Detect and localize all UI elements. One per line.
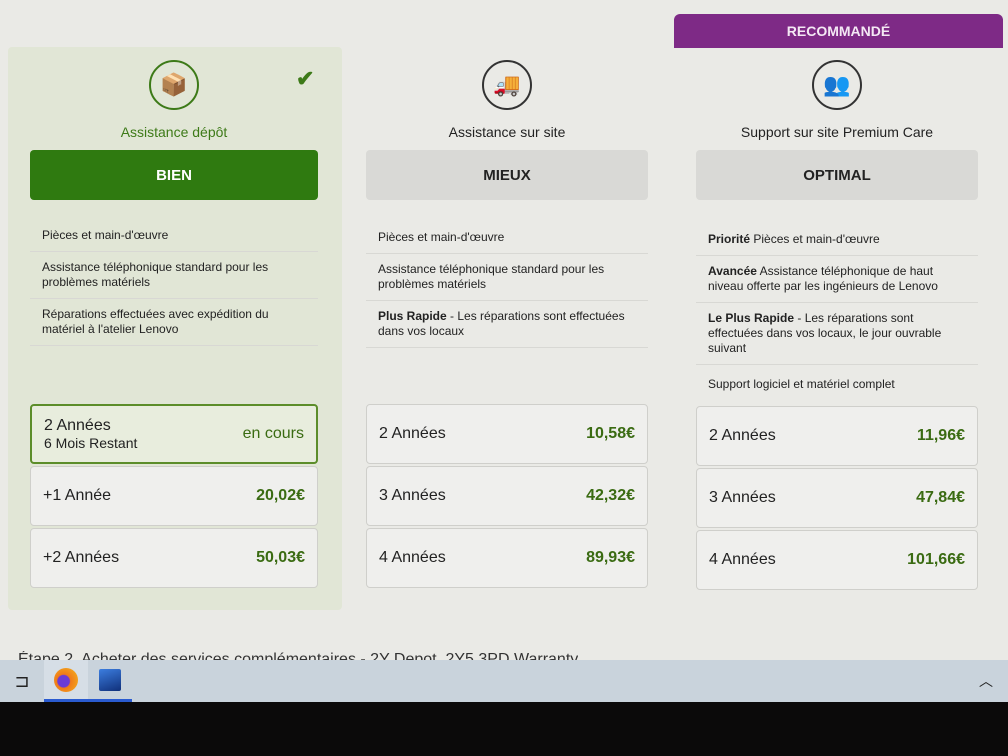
screen-bezel	[0, 702, 1008, 756]
price-value: en cours	[242, 425, 304, 442]
plan-column: 👥 Support sur site Premium Care OPTIMAL	[696, 60, 978, 200]
price-option[interactable]: 3 Années 42,32€	[366, 466, 648, 526]
price-value: 42,32€	[586, 487, 635, 504]
price-value: 89,93€	[586, 549, 635, 566]
price-value: 11,96€	[916, 427, 965, 444]
feature-item: Pièces et main-d'œuvre	[30, 220, 318, 252]
feature-item: Priorité Pièces et main-d'œuvre	[696, 224, 978, 256]
plan-title: Assistance dépôt	[120, 124, 228, 140]
plan-column: 📦 Assistance dépôt BIEN	[30, 60, 318, 200]
price-options: 2 Années 11,96€ 3 Années 47,84€ 4 Années…	[696, 406, 978, 592]
feature-text: Pièces et main-d'œuvre	[42, 228, 169, 242]
price-options: 2 Années 10,58€ 3 Années 42,32€ 4 Années…	[366, 404, 648, 590]
package-check-icon: 📦	[149, 60, 199, 110]
price-value: 10,58€	[586, 425, 635, 442]
price-option[interactable]: 3 Années 47,84€	[696, 468, 978, 528]
feature-item: Plus Rapide - Les réparations sont effec…	[366, 301, 648, 348]
duration-label: 3 Années	[709, 489, 776, 506]
feature-item: Support logiciel et matériel complet	[696, 365, 978, 400]
duration-label: 4 Années	[379, 549, 446, 566]
feature-item: Le Plus Rapide - Les réparations sont ef…	[696, 303, 978, 365]
feature-list: Priorité Pièces et main-d'œuvre Avancée A…	[696, 224, 978, 400]
feature-text: Assistance téléphonique de haut niveau o…	[708, 264, 938, 293]
price-option[interactable]: 2 Années 11,96€	[696, 406, 978, 466]
feature-text: Assistance téléphonique standard pour le…	[42, 260, 269, 289]
feature-emphasis: Plus Rapide	[378, 309, 447, 323]
price-value: 50,03€	[256, 549, 305, 566]
plan-title: Assistance sur site	[448, 124, 566, 140]
duration-label: 2 Années	[44, 417, 111, 434]
recommended-banner: RECOMMANDÉ	[674, 14, 1003, 48]
selected-check-icon: ✔	[296, 66, 315, 91]
price-option[interactable]: 2 Années 6 Mois Restant en cours	[30, 404, 318, 464]
duration-label: 2 Années	[379, 425, 446, 442]
support-people-icon: 👥	[812, 60, 862, 110]
feature-list: Pièces et main-d'œuvre Assistance télépho…	[366, 222, 648, 348]
feature-item: Assistance téléphonique standard pour le…	[366, 254, 648, 301]
feature-text: Support logiciel et matériel complet	[708, 377, 895, 391]
plan-column: 🚚 Assistance sur site MIEUX	[366, 60, 648, 200]
feature-emphasis: Avancée	[708, 264, 757, 278]
feature-text: - Les réparations sont effectuées dans v…	[378, 309, 625, 338]
feature-text: Assistance téléphonique standard pour le…	[378, 262, 605, 291]
feature-emphasis: Le Plus Rapide	[708, 311, 795, 325]
feature-item: Réparations effectuées avec expédition d…	[30, 299, 318, 346]
chevron-up-icon[interactable]: ︿	[979, 673, 993, 689]
feature-text: Pièces et main-d'œuvre	[378, 230, 505, 244]
remaining-label: 6 Mois Restant	[44, 435, 138, 451]
feature-item: Pièces et main-d'œuvre	[366, 222, 648, 254]
price-option[interactable]: 2 Années 10,58€	[366, 404, 648, 464]
plan-title: Support sur site Premium Care	[740, 124, 934, 140]
price-value: 101,66€	[907, 551, 965, 568]
price-options: 2 Années 6 Mois Restant en cours +1 Année…	[30, 404, 318, 590]
price-option[interactable]: +2 Années 50,03€	[30, 528, 318, 588]
feature-text: - Les réparations sont effectuées dans v…	[708, 311, 942, 355]
duration-label: +2 Années	[43, 549, 120, 566]
firefox-icon[interactable]	[44, 660, 88, 702]
delivery-truck-icon: 🚚	[482, 60, 532, 110]
feature-emphasis: Priorité	[708, 232, 751, 246]
duration-label: 3 Années	[379, 487, 446, 504]
taskbar: ⊐ ︿	[0, 660, 1008, 702]
task-view-icon[interactable]: ⊐	[14, 670, 30, 691]
feature-item: Avancée Assistance téléphonique de haut …	[696, 256, 978, 303]
feature-text: Réparations effectuées avec expédition d…	[42, 307, 269, 336]
feature-list: Pièces et main-d'œuvre Assistance télépho…	[30, 220, 318, 346]
feature-item: Assistance téléphonique standard pour le…	[30, 252, 318, 299]
photos-app-icon[interactable]	[88, 660, 132, 702]
price-value: 47,84€	[916, 489, 965, 506]
tier-button[interactable]: BIEN	[30, 150, 318, 200]
price-value: 20,02€	[256, 487, 305, 504]
price-option[interactable]: 4 Années 89,93€	[366, 528, 648, 588]
price-option[interactable]: 4 Années 101,66€	[696, 530, 978, 590]
duration-label: 4 Années	[709, 551, 776, 568]
price-option[interactable]: +1 Année 20,02€	[30, 466, 318, 526]
feature-text: Pièces et main-d'œuvre	[750, 232, 880, 246]
tier-button[interactable]: MIEUX	[366, 150, 648, 200]
duration-label: 2 Années	[709, 427, 776, 444]
duration-label: +1 Année	[43, 487, 112, 504]
tier-button[interactable]: OPTIMAL	[696, 150, 978, 200]
